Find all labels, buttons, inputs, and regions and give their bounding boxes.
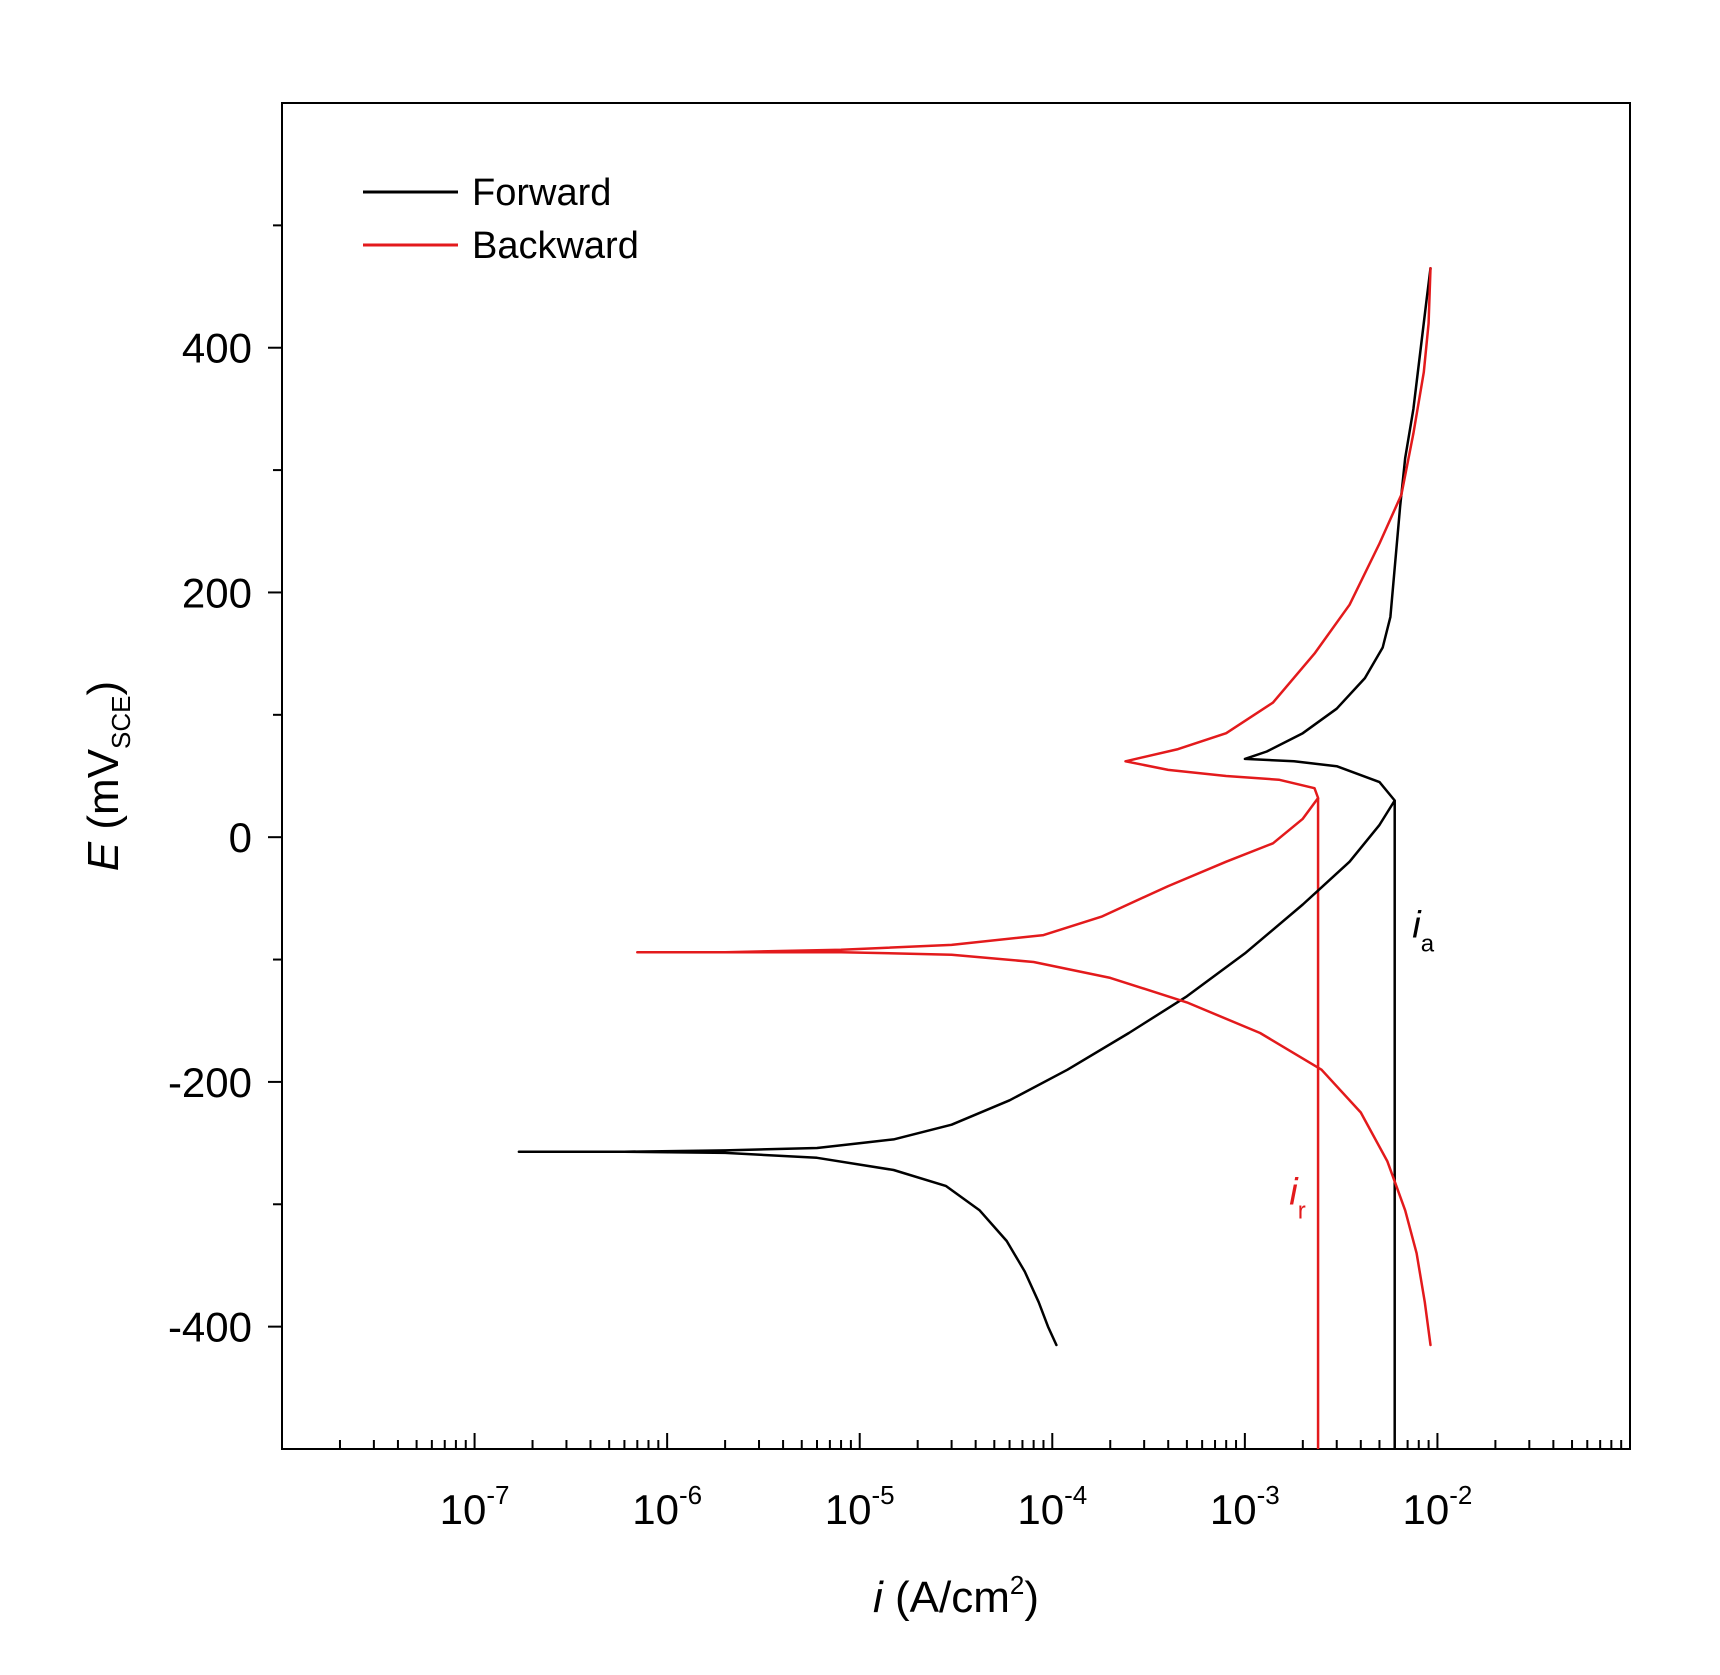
y-axis-title: E (mVSCE) — [79, 681, 136, 871]
y-axis-unit-close: ) — [79, 681, 128, 696]
x-tick-label: 10-6 — [632, 1480, 702, 1533]
series-layer — [517, 266, 1432, 1347]
annotation-ir: ir — [1289, 1171, 1305, 1224]
x-axis-ticks: 10-7 10-6 10-5 10-4 10-3 10-2 — [338, 1433, 1623, 1533]
y-tick-label: 0 — [229, 814, 252, 861]
x-tick-label: 10-5 — [825, 1480, 895, 1533]
annotation-ia: ia — [1412, 905, 1434, 958]
y-axis-unit: (mV — [79, 748, 128, 842]
legend-label-forward: Forward — [472, 172, 611, 214]
x-axis-unit-close: ) — [1024, 1573, 1039, 1622]
series-line-forward — [517, 266, 1432, 1347]
plot-frame — [281, 102, 1631, 1450]
y-axis-ticks: -400 -200 0 200 400 — [168, 224, 282, 1351]
y-axis-unit-sub: SCE — [106, 695, 136, 748]
y-tick-label: -400 — [168, 1304, 252, 1351]
limiting-current-lines — [1316, 798, 1396, 1449]
legend: Forward Backward — [363, 172, 639, 267]
y-axis-symbol: E — [79, 841, 128, 871]
x-tick-label: 10-4 — [1017, 1480, 1087, 1533]
y-tick-label: 200 — [182, 569, 252, 616]
x-axis-unit: (A/cm — [883, 1573, 1010, 1622]
x-axis-symbol: i — [873, 1573, 884, 1622]
annotations: ia ir — [1289, 905, 1434, 1225]
x-axis-title: i (A/cm2) — [873, 1570, 1039, 1622]
series-line-backward — [636, 266, 1432, 1347]
y-tick-label: -200 — [168, 1059, 252, 1106]
x-tick-label: 10-7 — [440, 1480, 510, 1533]
x-tick-label: 10-3 — [1210, 1480, 1280, 1533]
x-axis-unit-sup: 2 — [1010, 1570, 1024, 1600]
y-tick-label: 400 — [182, 325, 252, 372]
legend-label-backward: Backward — [472, 225, 639, 267]
x-tick-label: 10-2 — [1403, 1480, 1473, 1533]
